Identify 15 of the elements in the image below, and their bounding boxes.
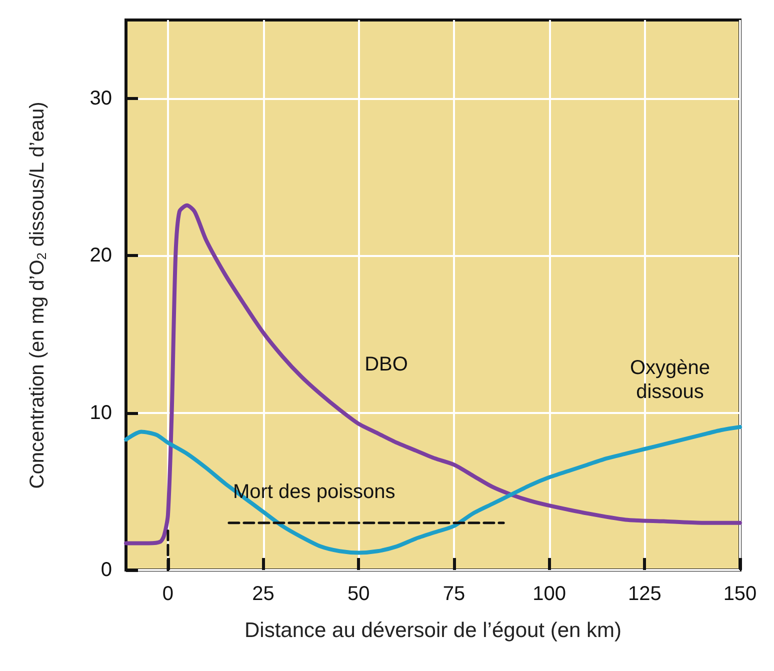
- x-tick-label: 125: [628, 583, 662, 605]
- x-tick-label: 150: [723, 583, 757, 605]
- series-label: Oxygène dissous: [630, 357, 710, 403]
- x-tick-label: 25: [252, 583, 274, 605]
- y-tick-label: 10: [90, 402, 112, 424]
- x-tick-label: 100: [532, 583, 566, 605]
- x-axis-title: Distance au déversoir de l’égout (en km): [244, 619, 622, 642]
- text: DBO: [364, 354, 408, 376]
- x-tick-label: 75: [442, 583, 466, 605]
- y-tick-label: 30: [90, 88, 112, 110]
- x-tick-label: 50: [348, 583, 370, 605]
- y-axis-title: Concentration (en mg d’O2 dissous/L d’eau): [26, 102, 49, 489]
- y-tick-label: 20: [90, 244, 112, 267]
- x-tick-label: 0: [162, 583, 174, 605]
- y-tick-label: 0: [100, 559, 112, 581]
